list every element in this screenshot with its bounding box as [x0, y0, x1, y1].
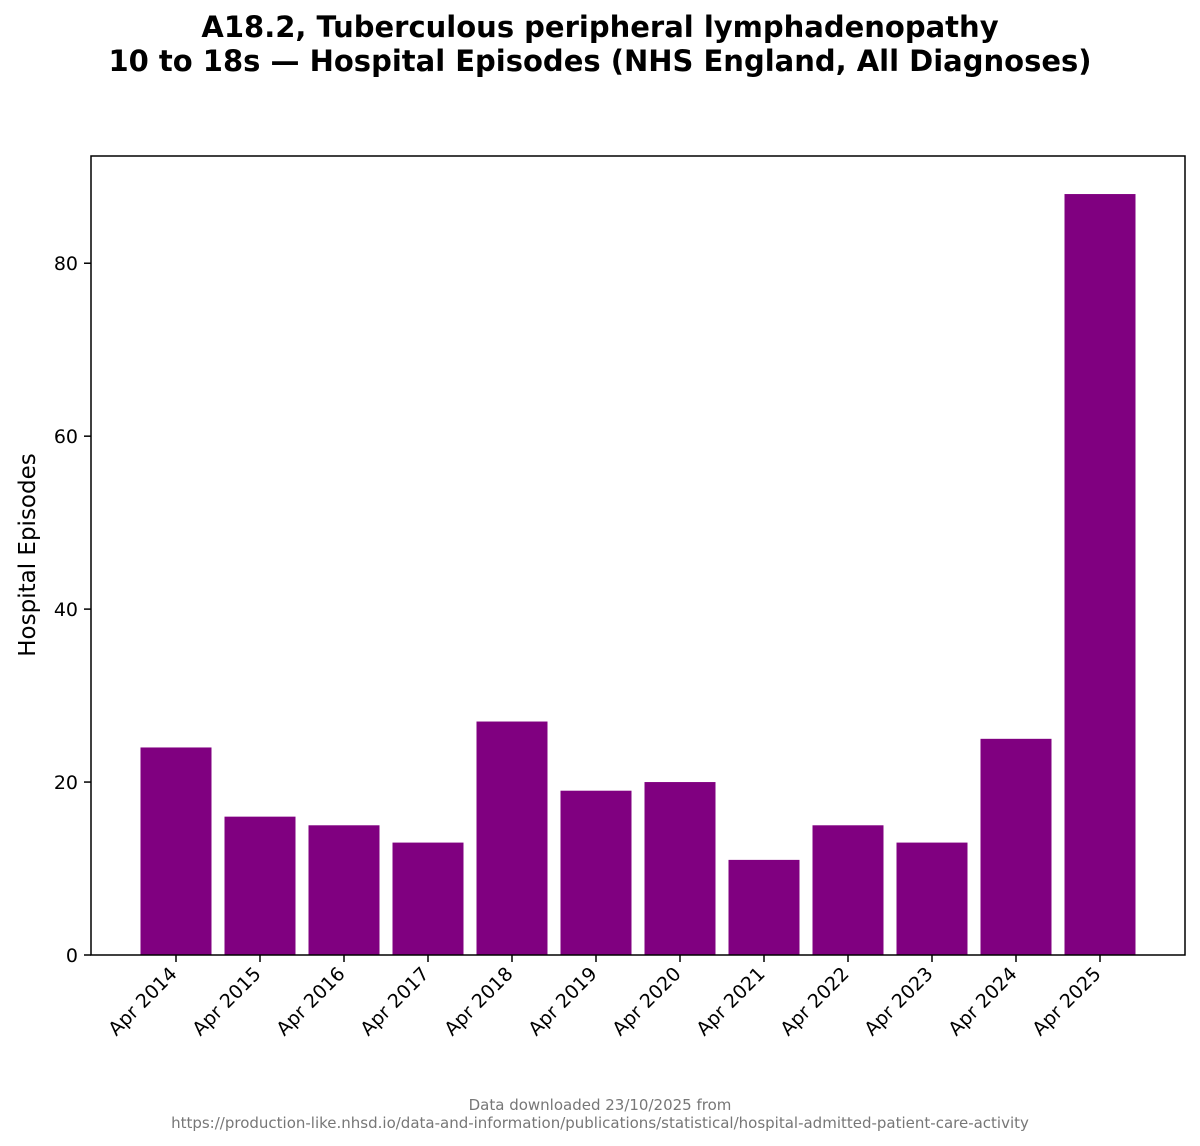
bar-apr-2015: [224, 816, 296, 955]
x-axis: Apr 2014 Apr 2015 Apr 2016 Apr 2017 Apr 2018…: [104, 955, 1106, 1040]
bar-apr-2016: [308, 825, 380, 955]
source-note-url: https://production-like.nhsd.io/data-and…: [171, 1114, 1029, 1132]
bar-apr-2020: [644, 782, 716, 955]
bar-apr-2014: [140, 747, 212, 955]
bar-apr-2025: [1064, 194, 1136, 956]
y-axis: 0 20 40 60 80: [54, 253, 91, 967]
y-tick-label: 40: [54, 599, 78, 621]
x-tick-label: Apr 2020: [608, 963, 685, 1040]
x-tick-label: Apr 2018: [440, 963, 517, 1040]
x-tick-label: Apr 2015: [188, 963, 265, 1040]
chart-title-line-1: A18.2, Tuberculous peripheral lymphadeno…: [201, 10, 999, 44]
y-tick-label: 80: [54, 253, 78, 275]
y-tick-label: 60: [54, 426, 78, 448]
x-tick-label: Apr 2024: [944, 963, 1021, 1040]
x-tick-label: Apr 2025: [1028, 963, 1105, 1040]
bar-apr-2021: [728, 859, 800, 955]
y-tick-label: 20: [54, 772, 78, 794]
x-tick-label: Apr 2023: [860, 963, 937, 1040]
plot-frame: [90, 155, 1186, 956]
x-tick-label: Apr 2019: [524, 963, 601, 1040]
x-tick-label: Apr 2014: [104, 963, 181, 1040]
bar-apr-2023: [896, 842, 968, 955]
bar-apr-2019: [560, 790, 632, 955]
x-tick-label: Apr 2021: [692, 963, 769, 1040]
bar-apr-2024: [980, 738, 1052, 955]
chart-title-line-2: 10 to 18s — Hospital Episodes (NHS Engla…: [108, 44, 1092, 78]
y-tick-label: 0: [66, 945, 78, 967]
bars-group: [140, 194, 1136, 956]
source-note-line-1: Data downloaded 23/10/2025 from: [468, 1096, 732, 1114]
x-tick-label: Apr 2022: [776, 963, 853, 1040]
bar-apr-2022: [812, 825, 884, 955]
x-tick-label: Apr 2016: [272, 963, 349, 1040]
y-axis-label: Hospital Episodes: [15, 453, 41, 656]
x-tick-label: Apr 2017: [356, 963, 433, 1040]
bar-apr-2017: [392, 842, 464, 955]
bar-apr-2018: [476, 721, 548, 955]
